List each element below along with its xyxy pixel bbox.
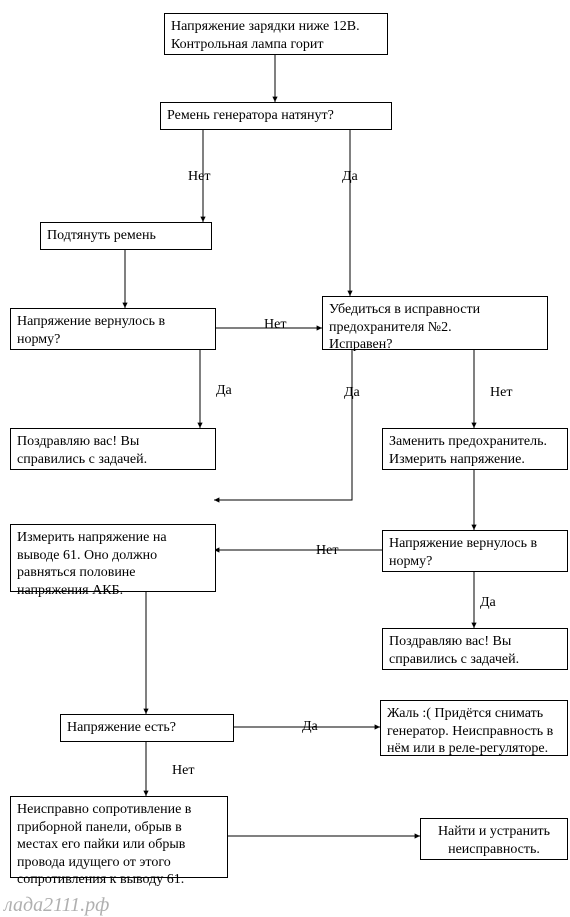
node-n2: Ремень генератора натянут? <box>160 102 392 130</box>
label-l9: Да <box>302 720 318 734</box>
node-n11: Напряжение есть? <box>60 714 234 742</box>
label-l1: Нет <box>188 170 210 184</box>
label-l5: Да <box>344 386 360 400</box>
node-n9: Напряжение вернулось внорму? <box>382 530 568 572</box>
label-l4: Да <box>216 384 232 398</box>
label-l3: Нет <box>264 318 286 332</box>
node-n5: Убедиться в исправностипредохранителя №2… <box>322 296 548 350</box>
edge-6 <box>214 348 352 500</box>
node-n1: Напряжение зарядки ниже 12В.Контрольная … <box>164 13 388 55</box>
node-n3: Подтянуть ремень <box>40 222 212 250</box>
label-l6: Нет <box>490 386 512 400</box>
node-n13: Неисправно сопротивление вприборной пане… <box>10 796 228 878</box>
node-n14: Найти и устранитьнеисправность. <box>420 818 568 860</box>
label-l10: Нет <box>172 764 194 778</box>
label-l2: Да <box>342 170 358 184</box>
node-n10: Поздравляю вас! Высправились с задачей. <box>382 628 568 670</box>
node-n8: Измерить напряжение навыводе 61. Оно дол… <box>10 524 216 592</box>
label-l7: Нет <box>316 544 338 558</box>
node-n4: Напряжение вернулось внорму? <box>10 308 216 350</box>
watermark: лада2111.рф <box>4 894 109 917</box>
arrowhead-6 <box>214 497 219 502</box>
node-n12: Жаль :( Придётся сниматьгенератор. Неисп… <box>380 700 568 756</box>
label-l8: Да <box>480 596 496 610</box>
node-n6: Поздравляю вас! Высправились с задачей. <box>10 428 216 470</box>
node-n7: Заменить предохранитель.Измерить напряже… <box>382 428 568 470</box>
